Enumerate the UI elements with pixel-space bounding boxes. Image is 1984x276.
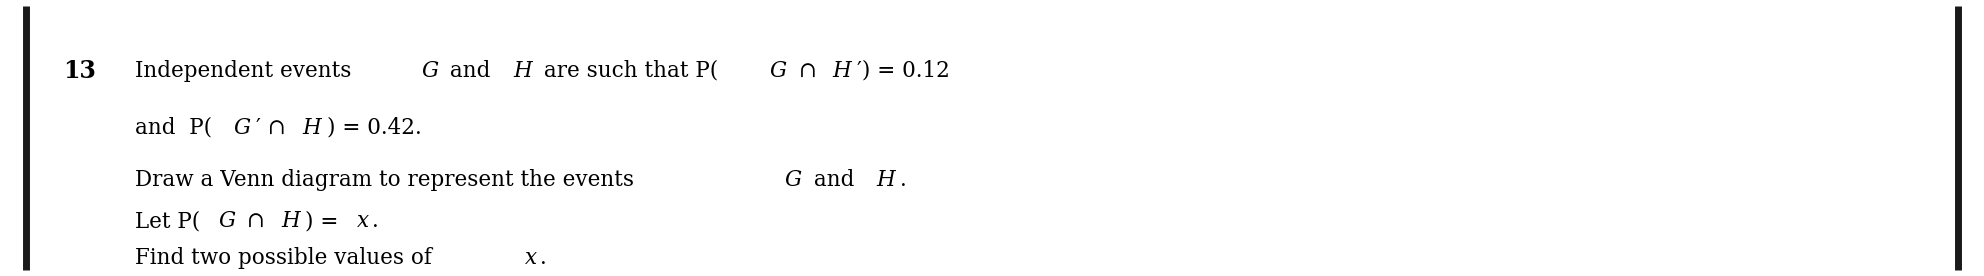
Text: Let P(: Let P( <box>135 210 200 232</box>
Text: .: . <box>901 169 907 191</box>
Text: H: H <box>877 169 895 191</box>
Text: G: G <box>234 117 250 139</box>
Text: and: and <box>442 60 498 82</box>
Text: .: . <box>373 210 379 232</box>
Text: G: G <box>770 60 788 82</box>
Text: H: H <box>833 60 851 82</box>
Text: H: H <box>304 117 321 139</box>
Text: G: G <box>784 169 802 191</box>
Text: ∩: ∩ <box>792 60 823 82</box>
Text: x: x <box>357 210 369 232</box>
Text: ) =: ) = <box>306 210 345 232</box>
Text: Independent events: Independent events <box>135 60 357 82</box>
Text: G: G <box>421 60 438 82</box>
Text: x: x <box>526 247 538 269</box>
Text: and  P(: and P( <box>135 117 212 139</box>
Text: Find two possible values of: Find two possible values of <box>135 247 438 269</box>
Text: Draw a Venn diagram to represent the events: Draw a Venn diagram to represent the eve… <box>135 169 641 191</box>
Text: ) = 0.42.: ) = 0.42. <box>327 117 421 139</box>
Text: ∩: ∩ <box>240 210 272 232</box>
Text: H: H <box>514 60 532 82</box>
Text: H: H <box>282 210 300 232</box>
Text: 13: 13 <box>63 59 97 83</box>
Text: .: . <box>540 247 548 269</box>
Text: G: G <box>218 210 236 232</box>
Text: ′ ∩: ′ ∩ <box>256 117 292 139</box>
Text: and: and <box>807 169 861 191</box>
Text: are such that P(: are such that P( <box>538 60 718 82</box>
Text: ′) = 0.12: ′) = 0.12 <box>857 60 950 82</box>
